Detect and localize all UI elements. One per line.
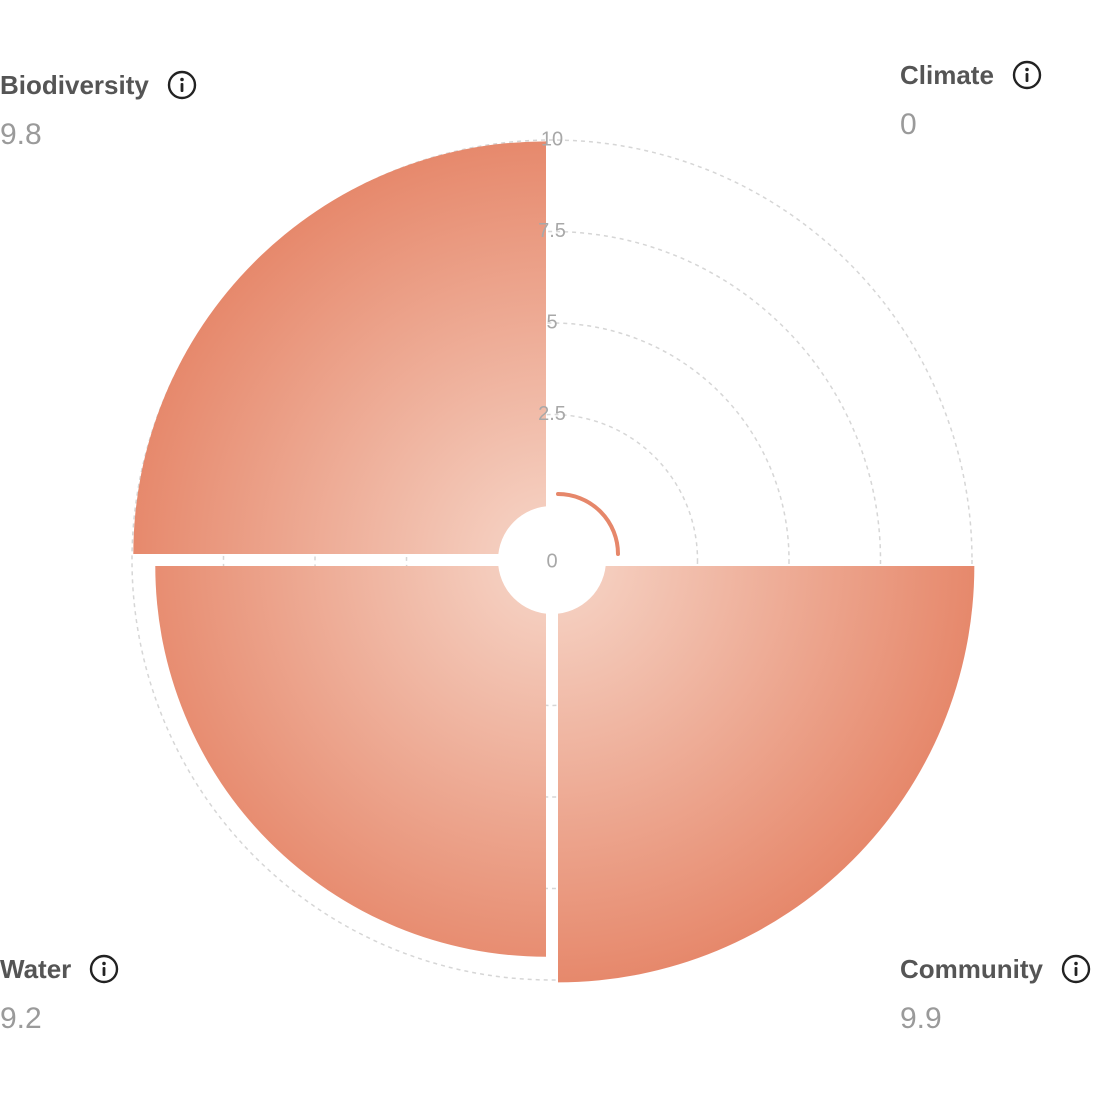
label-water: Water 9.2 bbox=[0, 954, 119, 1034]
tick-label: 10 bbox=[541, 128, 563, 150]
segment-name-biodiversity: Biodiversity bbox=[0, 70, 149, 100]
info-icon[interactable] bbox=[89, 954, 119, 984]
segment-biodiversity[interactable] bbox=[133, 141, 546, 554]
segment-value-biodiversity: 9.8 bbox=[0, 118, 42, 151]
info-icon[interactable] bbox=[1061, 954, 1091, 984]
label-community: Community 9.9 bbox=[900, 954, 1091, 1034]
segment-name-community: Community bbox=[900, 954, 1043, 984]
tick-label: 2.5 bbox=[538, 403, 566, 425]
label-biodiversity: Biodiversity 9.8 bbox=[0, 70, 197, 150]
segment-name-climate: Climate bbox=[900, 60, 994, 90]
grid-circle bbox=[131, 139, 973, 981]
segment-value-community: 9.9 bbox=[900, 1002, 942, 1035]
tick-label: 7.5 bbox=[538, 220, 566, 242]
info-icon[interactable] bbox=[1012, 60, 1042, 90]
segment-value-climate: 0 bbox=[900, 108, 917, 141]
tick-label: 5 bbox=[546, 311, 557, 333]
segment-climate[interactable] bbox=[556, 492, 620, 556]
grid-circle bbox=[222, 230, 882, 890]
segment-name-water: Water bbox=[0, 954, 72, 984]
label-climate: Climate 0 bbox=[900, 60, 1042, 140]
grid-circle bbox=[405, 413, 699, 707]
segment-community[interactable] bbox=[558, 566, 975, 983]
tick-labels: 2.5 5 7.5 10 bbox=[538, 128, 566, 425]
center-tick-label: 0 bbox=[546, 550, 557, 572]
segments bbox=[133, 141, 975, 983]
grid-circle bbox=[314, 322, 790, 798]
segment-value-water: 9.2 bbox=[0, 1002, 42, 1035]
segment-water[interactable] bbox=[155, 566, 546, 957]
info-icon[interactable] bbox=[167, 70, 197, 100]
grid-circles bbox=[131, 139, 973, 981]
center-hole bbox=[498, 506, 606, 614]
